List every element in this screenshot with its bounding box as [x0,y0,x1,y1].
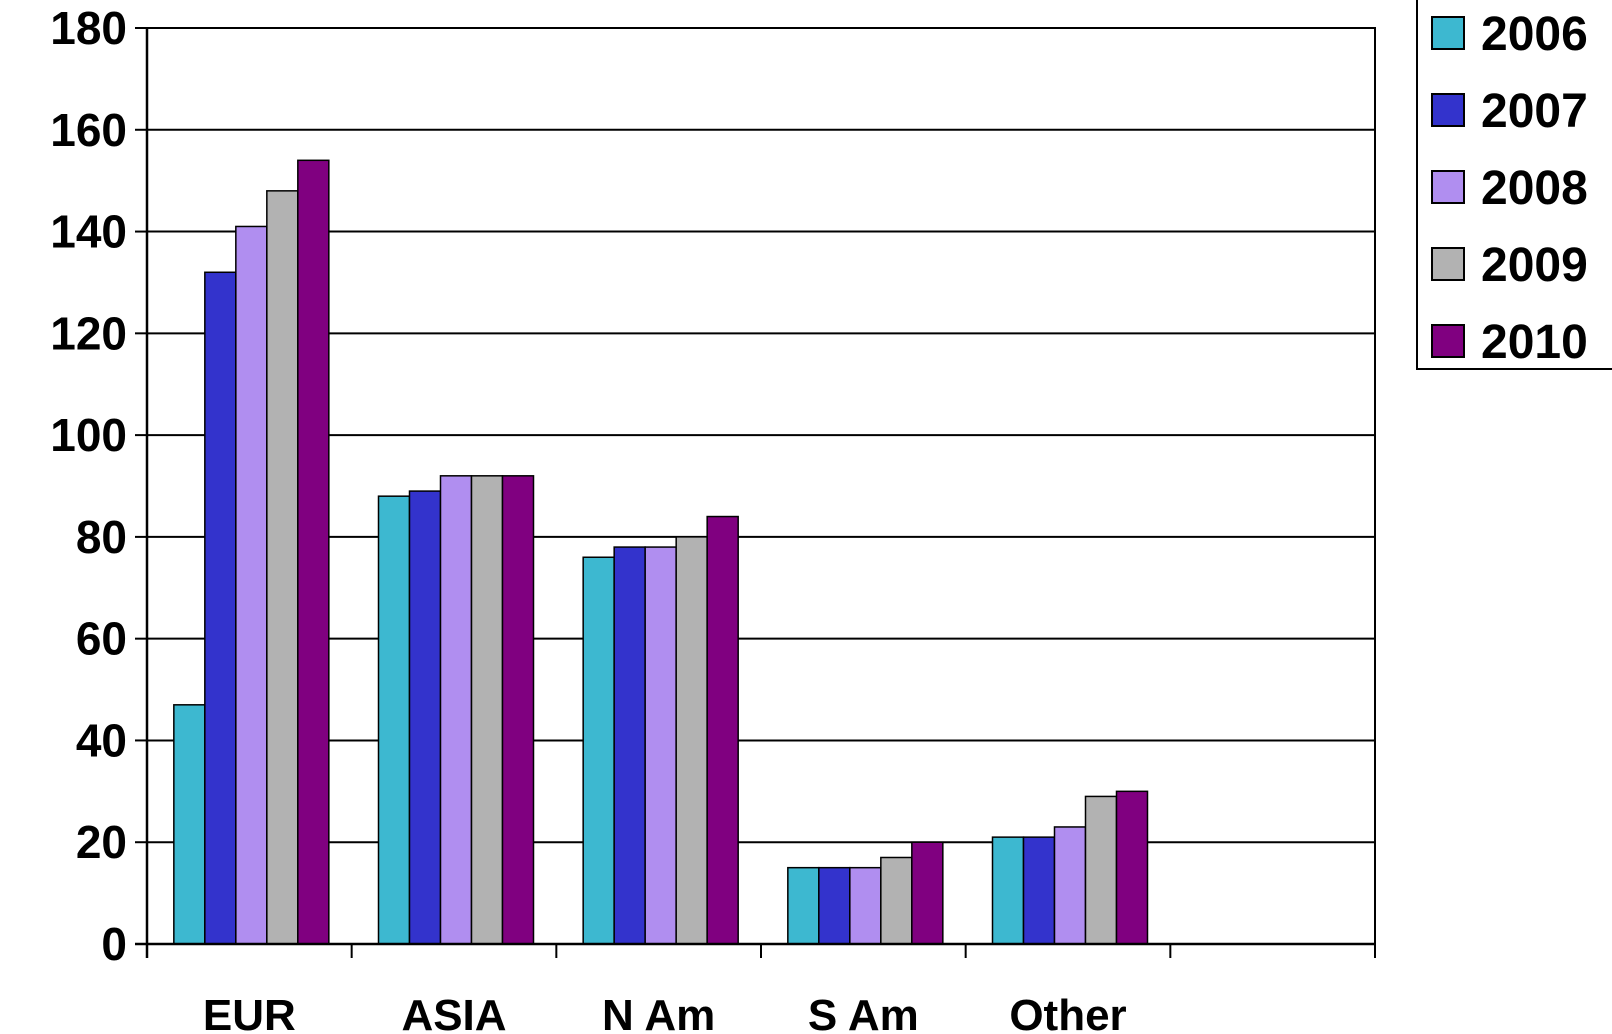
y-tick-label: 100 [50,409,127,461]
y-tick-label: 20 [76,816,127,868]
y-tick-label: 80 [76,511,127,563]
bar-eur-2006 [173,704,206,945]
x-tick-label: EUR [203,991,296,1034]
bar-asia-2009 [470,475,504,945]
x-tick-label: N Am [602,991,715,1034]
bar-other-2007 [1022,836,1056,945]
x-tick-label: S Am [808,991,919,1034]
bar-eur-2008 [235,225,268,945]
legend-swatch-2007 [1431,93,1465,127]
bar-s-am-2007 [818,866,851,945]
bar-other-2010 [1115,790,1149,945]
bar-eur-2007 [204,271,237,945]
y-tick-label: 160 [50,104,127,156]
bar-s-am-2009 [880,856,913,945]
bar-s-am-2006 [787,866,820,945]
bar-other-2008 [1053,826,1087,945]
bar-other-2006 [991,836,1025,945]
legend-label-2010: 2010 [1481,316,1588,369]
y-tick-label: 120 [50,307,127,359]
legend-swatch-2006 [1431,16,1465,50]
x-tick-label: Other [1009,991,1126,1034]
gridlines [147,27,1375,844]
legend-label-2006: 2006 [1481,8,1588,61]
y-tick-label: 40 [76,714,127,766]
bar-asia-2006 [377,495,411,945]
legend-swatch-2008 [1431,170,1465,204]
bar-s-am-2008 [849,866,882,945]
bar-n-am-2010 [706,515,739,945]
axes [135,27,1376,958]
bar-asia-2007 [408,490,442,945]
y-tick-label: 140 [50,206,127,258]
legend-swatch-2009 [1431,247,1465,281]
bar-other-2009 [1084,795,1118,945]
legend-label-2009: 2009 [1481,239,1588,292]
y-tick-label: 180 [50,2,127,54]
bar-eur-2010 [297,159,330,945]
bar-n-am-2007 [613,546,646,945]
bar-s-am-2010 [911,841,944,945]
y-tick-label: 60 [76,613,127,665]
bar-eur-2009 [266,190,299,945]
bar-n-am-2009 [675,536,708,945]
plot-frame [146,27,1376,945]
bar-asia-2008 [439,475,473,945]
bars [173,159,1149,945]
x-tick-label: ASIA [401,991,506,1034]
y-tick-label: 0 [101,918,127,970]
bar-n-am-2008 [644,546,677,945]
y-tick-labels: 0 20 40 60 80 100 120 140 160 180 [50,2,127,970]
bar-n-am-2006 [582,556,615,945]
x-tick-labels: EUR ASIA N Am S Am Other [203,991,1127,1034]
legend-label-2008: 2008 [1481,162,1588,215]
bar-asia-2010 [501,475,535,945]
legend: 2006 2007 2008 2009 2010 [1416,0,1612,370]
legend-swatch-2010 [1431,324,1465,358]
legend-label-2007: 2007 [1481,85,1588,138]
